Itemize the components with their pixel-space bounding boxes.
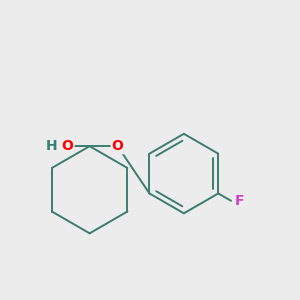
Text: H: H xyxy=(46,139,57,153)
Text: F: F xyxy=(235,194,244,208)
Text: O: O xyxy=(61,139,74,153)
Text: O: O xyxy=(112,139,124,153)
